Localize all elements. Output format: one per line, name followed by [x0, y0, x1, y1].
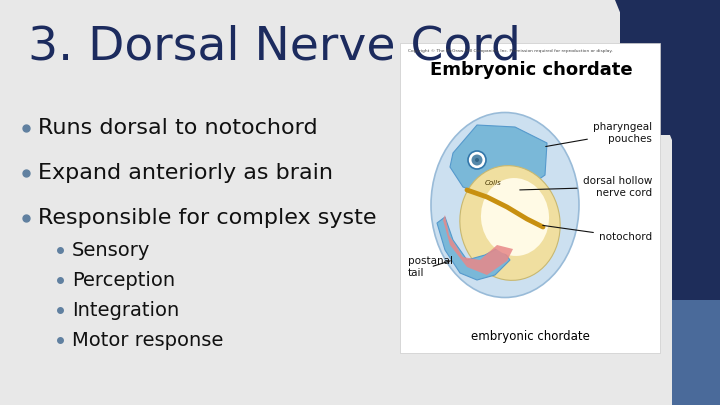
- Text: postanal
tail: postanal tail: [408, 256, 453, 278]
- Text: notochord: notochord: [543, 226, 652, 242]
- Text: pharyngeal
pouches: pharyngeal pouches: [546, 122, 652, 147]
- Polygon shape: [443, 215, 513, 275]
- Text: embryonic chordate: embryonic chordate: [471, 330, 590, 343]
- Ellipse shape: [460, 166, 560, 280]
- Text: Runs dorsal to notochord: Runs dorsal to notochord: [38, 118, 318, 138]
- Text: Perception: Perception: [72, 271, 175, 290]
- Bar: [672, 250, 720, 300]
- Text: Integration: Integration: [72, 301, 179, 320]
- Bar: [672, 300, 720, 405]
- Ellipse shape: [481, 178, 549, 256]
- Text: Sensory: Sensory: [72, 241, 150, 260]
- Bar: [400, 43, 660, 353]
- Text: 3. Dorsal Nerve Cord: 3. Dorsal Nerve Cord: [28, 25, 521, 70]
- Polygon shape: [615, 0, 672, 140]
- Text: Embryonic chordate: Embryonic chordate: [430, 61, 633, 79]
- Text: Coils: Coils: [485, 180, 501, 186]
- Polygon shape: [450, 125, 547, 197]
- Polygon shape: [437, 217, 510, 280]
- Ellipse shape: [431, 113, 579, 298]
- Polygon shape: [620, 0, 672, 135]
- Text: Responsible for complex syste: Responsible for complex syste: [38, 208, 377, 228]
- Text: Copyright © The McGraw-Hill Companies, Inc. Permission required for reproduction: Copyright © The McGraw-Hill Companies, I…: [408, 49, 613, 53]
- Circle shape: [472, 154, 482, 166]
- Text: dorsal hollow
nerve cord: dorsal hollow nerve cord: [520, 176, 652, 198]
- Circle shape: [468, 151, 486, 169]
- Text: Motor response: Motor response: [72, 330, 223, 350]
- Circle shape: [475, 158, 479, 162]
- Bar: [672, 0, 720, 405]
- Text: Expand anteriorly as brain: Expand anteriorly as brain: [38, 163, 333, 183]
